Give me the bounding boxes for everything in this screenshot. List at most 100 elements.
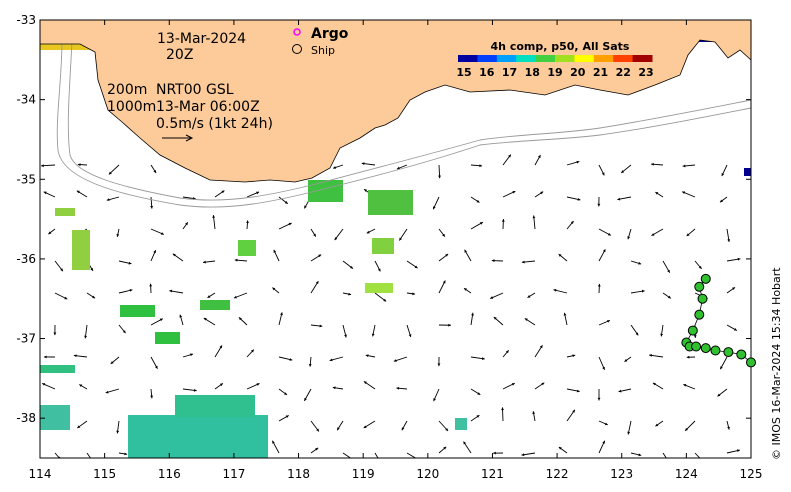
current-arrow xyxy=(719,196,728,203)
current-arrow xyxy=(617,196,632,201)
ship-track-point xyxy=(694,309,705,320)
current-arrow xyxy=(371,324,376,337)
y-tick-label: -36 xyxy=(16,252,36,266)
current-arrow xyxy=(150,318,164,326)
x-tick-label: 114 xyxy=(29,467,52,481)
current-arrow xyxy=(662,292,672,299)
current-arrow xyxy=(73,354,88,358)
current-arrow xyxy=(308,356,312,367)
current-arrow xyxy=(118,452,128,456)
current-arrow xyxy=(534,154,541,166)
current-arrow xyxy=(271,440,280,454)
current-arrow xyxy=(655,420,664,427)
current-arrow xyxy=(42,382,56,390)
current-arrow xyxy=(246,349,255,358)
sst-patch-green-6 xyxy=(368,190,413,215)
x-tick-label: 124 xyxy=(675,467,698,481)
current-arrow xyxy=(502,190,516,198)
current-arrow xyxy=(437,356,441,367)
current-arrow xyxy=(726,228,731,243)
current-arrow xyxy=(438,253,449,262)
current-arrow xyxy=(598,249,606,262)
current-arrow xyxy=(491,259,504,263)
map-frame xyxy=(39,19,752,459)
sst-patch-lime-2 xyxy=(55,208,75,216)
current-arrow xyxy=(652,382,664,390)
current-arrow xyxy=(278,196,289,205)
current-arrow xyxy=(597,388,601,401)
current-arrow xyxy=(406,260,418,269)
argo-label: Argo xyxy=(311,26,349,42)
current-arrow xyxy=(553,288,568,294)
current-arrow xyxy=(726,257,741,262)
current-arrow xyxy=(463,441,472,454)
current-arrow xyxy=(502,350,510,358)
current-arrow xyxy=(532,215,536,230)
current-arrow xyxy=(76,420,88,429)
current-arrow xyxy=(233,292,248,299)
current-arrow xyxy=(374,292,387,302)
current-arrow xyxy=(682,164,696,168)
y-tick-label: -34 xyxy=(16,93,36,107)
x-tick-label: 115 xyxy=(93,467,116,481)
current-arrow xyxy=(438,323,451,327)
current-arrow xyxy=(273,249,280,262)
x-tick-label: 117 xyxy=(222,467,245,481)
current-arrow xyxy=(150,228,165,235)
current-arrow xyxy=(627,420,632,435)
current-arrow xyxy=(342,452,352,458)
x-tick-label: 121 xyxy=(481,467,504,481)
current-arrow xyxy=(726,420,730,430)
current-arrow xyxy=(86,292,96,299)
current-arrow xyxy=(43,191,56,198)
colorbar-swatch xyxy=(613,55,634,62)
current-arrow xyxy=(566,388,580,393)
current-arrow xyxy=(398,228,408,241)
current-arrow xyxy=(502,154,512,166)
current-arrow xyxy=(433,388,440,402)
current-arrow xyxy=(246,220,249,230)
current-arrow xyxy=(310,280,319,294)
current-arrow xyxy=(76,190,88,198)
current-arrow xyxy=(150,388,154,399)
current-arrow xyxy=(721,164,728,177)
scale-arrow xyxy=(162,134,194,142)
colorbar-title: 4h comp, p50, All Sats xyxy=(491,40,630,53)
current-arrow xyxy=(655,191,664,198)
current-arrow xyxy=(86,452,91,458)
current-arrow xyxy=(470,164,483,168)
current-arrow xyxy=(238,317,248,326)
current-arrow xyxy=(598,420,608,426)
time-label: 20Z xyxy=(166,47,193,63)
current-arrow xyxy=(470,221,484,230)
x-tick-label: 125 xyxy=(740,467,763,481)
current-arrow xyxy=(303,388,312,402)
current-arrow xyxy=(717,388,728,397)
colorbar-swatch xyxy=(535,55,556,62)
current-arrow xyxy=(627,228,632,240)
colorbar-swatch xyxy=(593,55,614,62)
current-arrow xyxy=(374,260,381,272)
current-arrow xyxy=(169,289,184,294)
current-arrow xyxy=(534,191,544,198)
bathymetry-contours xyxy=(56,39,751,208)
current-arrow xyxy=(624,356,632,363)
sst-patch-teal-2 xyxy=(455,418,467,430)
current-arrow xyxy=(662,260,671,273)
current-arrow xyxy=(534,382,545,390)
current-arrow xyxy=(332,164,344,169)
current-arrow xyxy=(393,356,408,362)
current-arrow xyxy=(84,324,88,339)
current-arrow xyxy=(179,314,184,326)
x-tick-label: 116 xyxy=(158,467,181,481)
sst-patch-south xyxy=(128,415,268,458)
current-arrow xyxy=(597,196,601,207)
current-arrow xyxy=(310,324,323,328)
colorbar-tick-label: 19 xyxy=(547,66,562,79)
x-tick-label: 122 xyxy=(546,467,569,481)
current-arrow xyxy=(332,386,344,390)
ship-track-point xyxy=(710,345,721,356)
current-arrow xyxy=(342,260,354,269)
current-arrow xyxy=(53,324,57,336)
current-arrow xyxy=(566,220,574,230)
